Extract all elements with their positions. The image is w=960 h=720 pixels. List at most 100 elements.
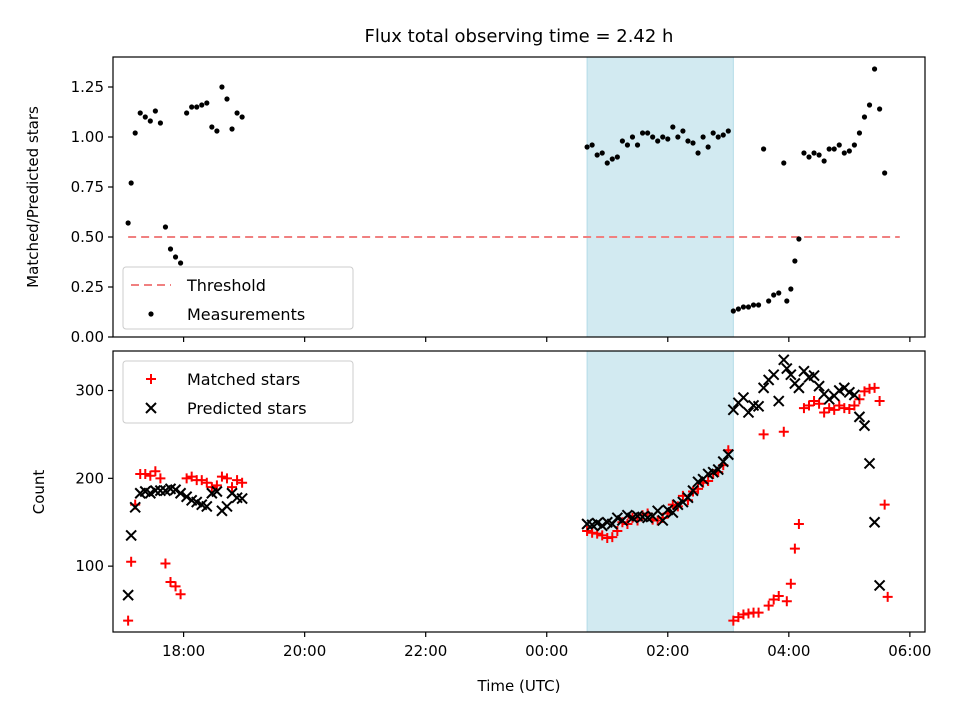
top-y-tick-label: 0.50 [71,228,104,246]
bottom-highlight-span [586,350,734,633]
x-tick-label: 06:00 [888,642,931,660]
legend-matched-swatch [146,374,156,384]
matched-point [227,482,238,493]
predicted-point [596,520,608,532]
matched-point [145,470,156,481]
measurement-point [639,130,646,136]
measurement-point [177,260,184,266]
matched-point [140,468,151,479]
bottom-legend-label: Predicted stars [187,399,307,418]
measurement-point [680,128,686,134]
bottom-y-axis-label: Count [30,470,48,515]
top-axes-frame [112,56,926,338]
measurement-point [826,146,832,152]
bottom-legend-label: Matched stars [187,370,300,389]
measurement-point [204,100,210,106]
predicted-point [873,579,886,592]
top-y-tick-label: 0.75 [71,178,104,196]
measurement-point [147,118,153,124]
predicted-point [773,395,785,407]
measurement-point [792,258,798,264]
matched-point [237,477,248,488]
measurement-point [750,302,757,308]
matched-point [882,591,893,602]
top-y-tick-label: 1.00 [71,128,104,146]
matched-point [773,590,784,601]
measurement-point [189,104,195,110]
predicted-point [169,484,182,496]
measurement-point [871,66,878,72]
measurement-point [856,130,863,136]
measurement-point [614,154,620,160]
measurement-point [224,96,230,102]
measurement-point [771,292,777,298]
measurement-point [831,146,837,152]
matched-point [844,403,855,414]
matched-point [181,473,192,484]
x-axis-label: Time (UTC) [477,677,561,695]
measurement-point [162,224,169,230]
legend-predicted-swatch [145,402,157,414]
matched-point [175,589,186,600]
predicted-point [808,369,820,382]
predicted-point [863,457,876,470]
predicted-point [757,382,770,394]
top-y-tick-label: 1.25 [71,78,104,96]
matched-point [597,530,608,541]
chart-title: Flux total observing time = 2.42 h [365,26,674,47]
predicted-point [657,514,669,527]
measurement-point [715,134,721,140]
matched-point [667,499,678,510]
matched-point [758,429,769,440]
matched-point [221,473,232,484]
bottom-series-1 [122,354,886,601]
measurement-point [125,220,131,226]
predicted-point [848,389,861,401]
matched-point [216,471,227,482]
bottom-panel: 100 200 300 18:00 20:00 22:00 00:00 02:00 04:00 0… [75,350,931,660]
top-legend-label: Measurements [187,305,305,324]
matched-point [793,518,804,529]
measurement-point [766,298,772,304]
measurement-point [846,148,852,154]
predicted-point [180,491,193,503]
matched-point [160,558,171,569]
measurement-point [609,156,615,162]
predicted-point [129,501,141,514]
measurement-point [584,144,590,150]
predicted-point [853,411,866,423]
top-panel: 0.00 0.25 0.50 0.75 1.00 1.25 Threshold Measure… [71,56,926,346]
measurement-point [851,142,857,148]
measurement-point [730,308,736,314]
measurement-point [645,130,651,136]
top-legend-label: Threshold [186,276,266,295]
matched-point [869,382,880,393]
top-y-tick-label: 0.00 [71,328,104,346]
predicted-point [149,484,162,497]
bottom-axes-frame [112,350,926,633]
measurement-point [655,138,661,144]
measurement-point [239,114,245,120]
matched-point [582,526,593,537]
measurement-point [219,84,225,90]
matched-point [728,615,739,626]
measurement-point [695,150,701,156]
matched-point [804,400,814,411]
measurement-point [788,286,794,292]
measurement-point [157,120,164,126]
measurement-point [755,302,762,308]
predicted-point [785,369,797,381]
matched-point [829,404,840,415]
measurement-point [745,304,752,310]
measurement-point [705,144,711,150]
measurement-point [599,150,605,156]
measurement-point [816,152,822,158]
predicted-point [211,485,223,498]
matched-point [186,471,197,482]
matched-point [874,396,885,407]
predicted-point [813,380,825,392]
top-series-0 [125,66,888,314]
legend-measurements-swatch [148,311,154,317]
bottom-legend: Matched stars Predicted stars [122,360,354,424]
